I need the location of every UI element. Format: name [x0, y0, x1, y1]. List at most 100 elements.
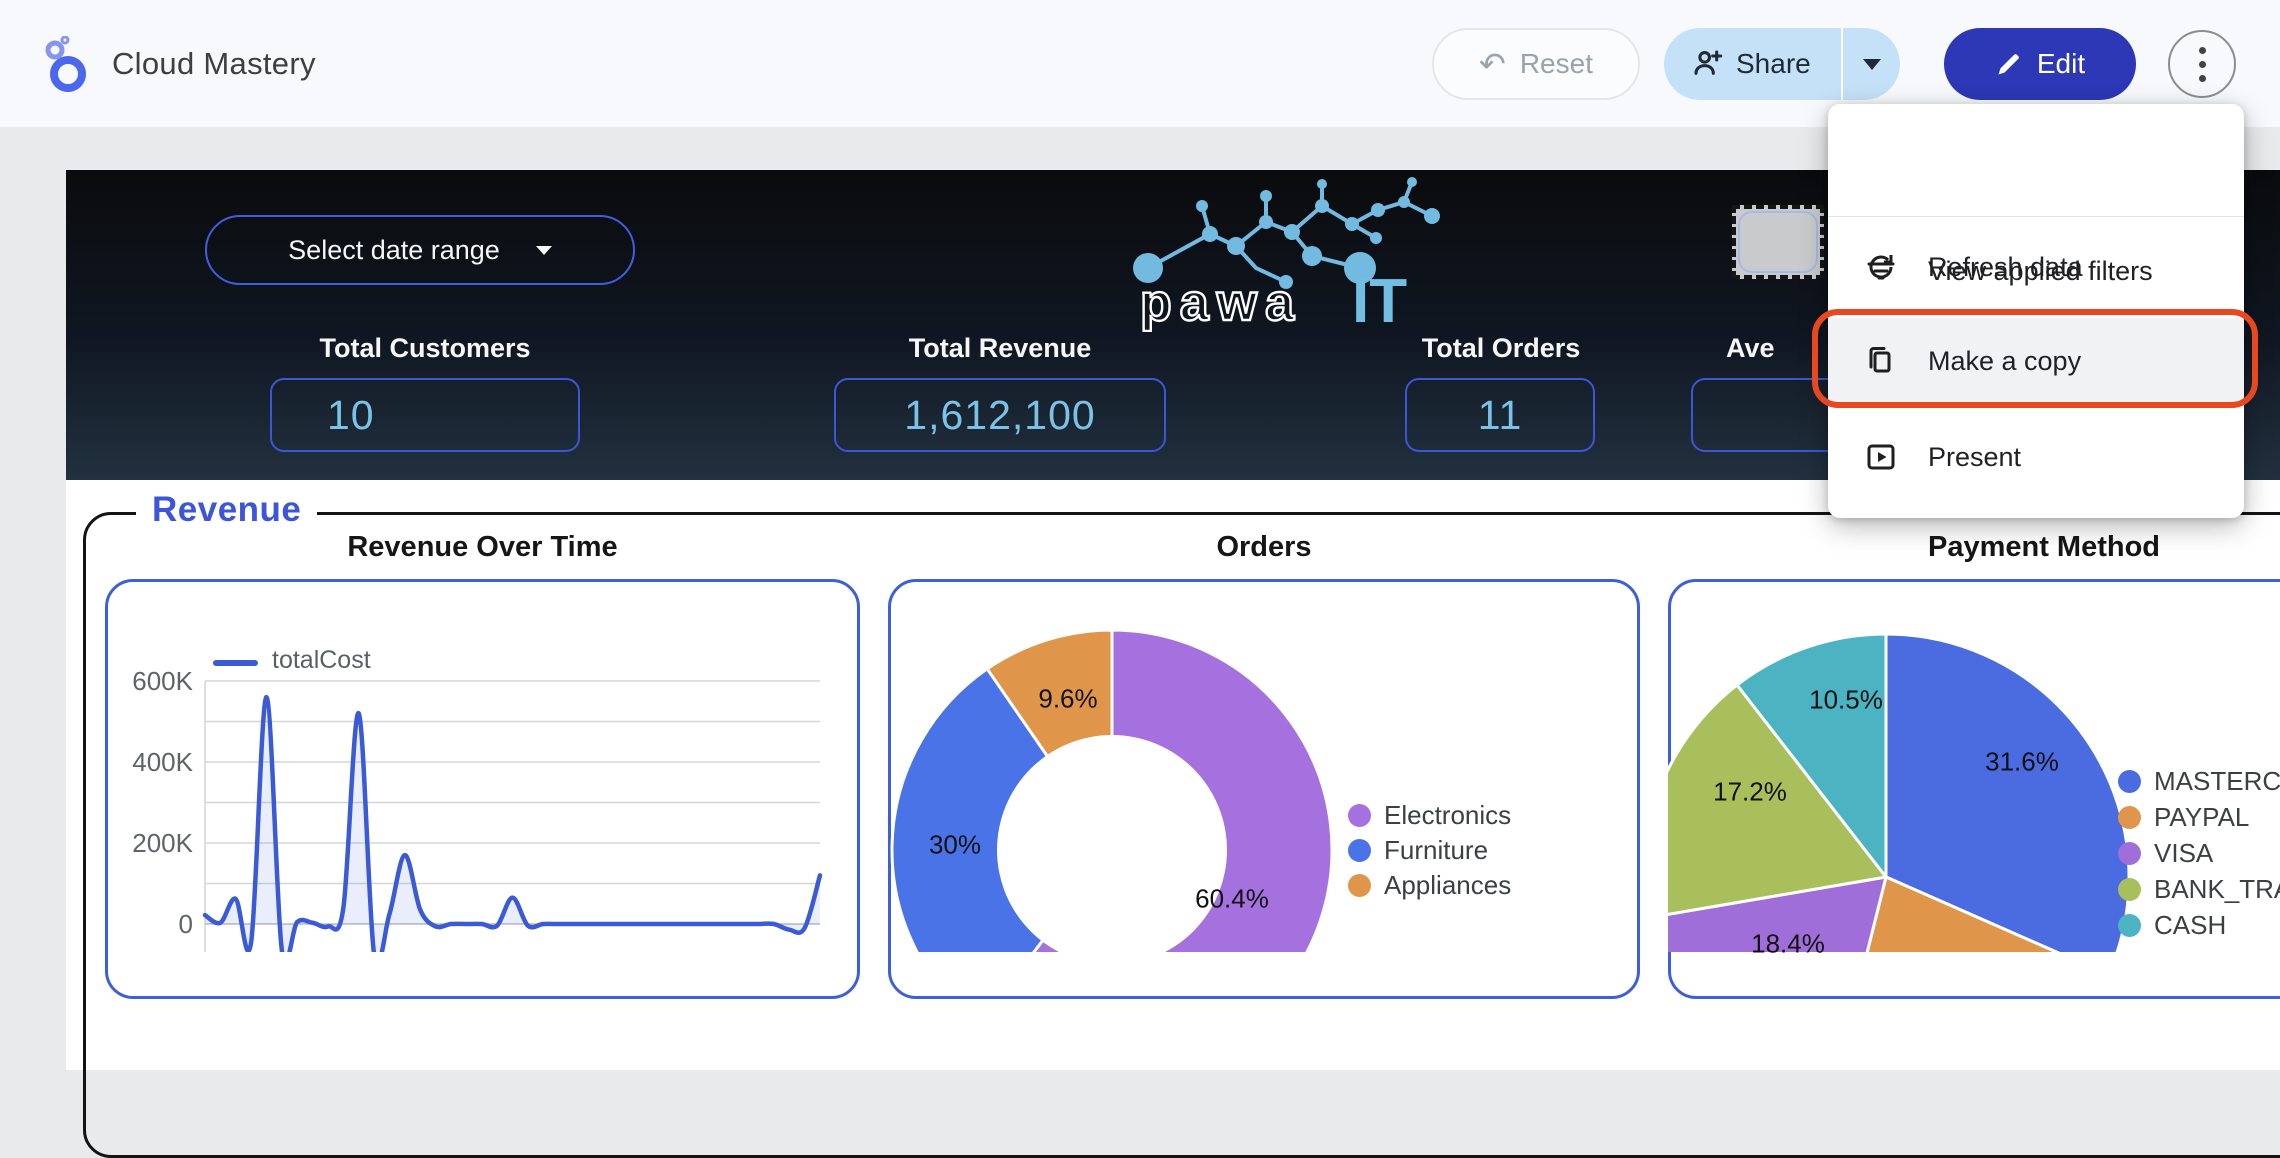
person-add-icon	[1694, 50, 1723, 75]
selected-element-placeholder[interactable]	[1732, 205, 1824, 279]
legend-dot	[2118, 914, 2141, 937]
pie-slice-VISA[interactable]	[1668, 875, 1888, 952]
line-series-totalCost[interactable]	[202, 694, 823, 952]
legend-dot	[2118, 842, 2141, 865]
undo-icon: ↶	[1479, 46, 1506, 82]
legend-item-visa[interactable]: VISA	[2118, 838, 2213, 869]
menu-divider	[1828, 216, 2244, 217]
legend-dot	[2118, 878, 2141, 901]
legend-dot	[2118, 806, 2141, 829]
kpi-label-total-customers: Total Customers	[319, 332, 531, 363]
menu-item-view-applied-filters[interactable]: View applied filters	[1828, 230, 2244, 312]
section-title: Revenue	[136, 490, 318, 530]
date-range-label: Select date range	[288, 234, 500, 265]
share-button[interactable]: Share	[1664, 28, 1841, 100]
more-options-button[interactable]	[2168, 30, 2236, 98]
legend-label: MASTERCARD	[2154, 766, 2280, 796]
chart-title-payment-method: Payment Method	[1927, 530, 2161, 563]
legend-dot	[1348, 839, 1371, 862]
share-menu-button[interactable]	[1843, 28, 1900, 100]
menu-item-label: View applied filters	[1928, 255, 2153, 286]
menu-item-label: Refresh data	[1928, 251, 2083, 282]
line-legend-swatch	[213, 660, 258, 666]
looker-studio-icon	[45, 36, 86, 92]
kpi-box-total-customers: 10	[270, 378, 580, 452]
legend-label: Furniture	[1384, 835, 1489, 865]
legend-dot	[1348, 804, 1371, 827]
kpi-value-total-revenue: 1,612,100	[904, 391, 1096, 438]
kpi-label-total-revenue: Total Revenue	[908, 332, 1092, 363]
slice-percent-label-CASH: 10.5%	[1809, 684, 1883, 715]
pencil-icon	[1998, 54, 2019, 75]
present-icon	[1864, 440, 1898, 474]
edit-button[interactable]: Edit	[1944, 28, 2136, 100]
legend-label: Appliances	[1384, 870, 1512, 900]
reset-label: Reset	[1519, 48, 1593, 79]
menu-item-present[interactable]: Present	[1828, 416, 2244, 498]
slice-percent-label-Appliances: 9.6%	[1038, 683, 1098, 714]
kpi-box-total-revenue: 1,612,100	[834, 378, 1166, 452]
menu-item-refresh-data[interactable]: Refresh data	[1828, 226, 2244, 308]
copy-icon	[1864, 344, 1898, 378]
divider	[1841, 28, 1844, 100]
kpi-label-total-orders: Total Orders	[1421, 332, 1581, 363]
legend-item-electronics[interactable]: Electronics	[1348, 800, 1511, 831]
legend-label: CASH	[2154, 910, 2227, 940]
legend-item-cash[interactable]: CASH	[2118, 910, 2226, 941]
legend-item-paypal[interactable]: PAYPAL	[2118, 802, 2249, 833]
edit-label: Edit	[2036, 48, 2086, 79]
share-label: Share	[1736, 48, 1811, 79]
kpi-box-total-orders: 11	[1405, 378, 1595, 452]
chevron-down-icon	[1862, 58, 1881, 70]
menu-item-make-a-copy[interactable]: Make a copy	[1828, 318, 2244, 404]
slice-percent-label-Electronics: 60.4%	[1195, 883, 1269, 914]
pie-slice-PAYPAL[interactable]	[1827, 875, 2108, 952]
menu-item-label: Make a copy	[1928, 345, 2082, 376]
legend-item-furniture[interactable]: Furniture	[1348, 835, 1488, 866]
menu-item-label: Present	[1928, 441, 2022, 472]
legend-label: Electronics	[1384, 800, 1512, 830]
orders-donut-chart[interactable]	[888, 579, 1640, 952]
kpi-value-total-orders: 11	[1477, 391, 1523, 438]
legend-label: PAYPAL	[2154, 802, 2250, 832]
chart-title-orders: Orders	[1216, 530, 1312, 563]
legend-dot	[2118, 770, 2141, 793]
pawait-logo: pawa IT	[1133, 177, 1440, 332]
dot	[2198, 74, 2206, 82]
y-tick-label: 0	[179, 909, 193, 939]
legend-dot	[1348, 874, 1371, 897]
chart-title-revenue-over-time: Revenue Over Time	[347, 530, 618, 563]
donut-hole	[997, 735, 1227, 952]
pie-slice-CASH[interactable]	[1735, 632, 1888, 879]
legend-item-bank-transfer[interactable]: BANK_TRANSFER	[2118, 874, 2280, 905]
line-chart[interactable]: 0 200K 400K 600K	[105, 579, 860, 952]
brand-suffix: IT	[1352, 267, 1407, 332]
date-range-selector[interactable]: Select date range	[205, 215, 635, 285]
kpi-value-total-customers: 10	[327, 391, 375, 438]
line-area-fill	[205, 697, 820, 952]
kpi-label-average: Ave	[1726, 332, 1775, 363]
y-tick-label: 400K	[132, 747, 193, 777]
legend-item-appliances[interactable]: Appliances	[1348, 870, 1511, 901]
pie-slice-BANK_TRANSFER[interactable]	[1668, 683, 1888, 918]
dot	[2198, 60, 2206, 68]
share-split-button[interactable]: Share	[1664, 28, 1900, 100]
refresh-icon	[1864, 250, 1898, 284]
report-title[interactable]: Cloud Mastery	[112, 45, 316, 81]
payment-method-pie-chart[interactable]	[1668, 579, 2280, 952]
brand-word: pawa	[1140, 274, 1302, 332]
slice-percent-label-VISA: 18.4%	[1751, 928, 1825, 959]
selection-inner-border	[1738, 211, 1818, 273]
reset-button[interactable]: ↶ Reset	[1432, 28, 1640, 100]
more-options-menu: View applied filters Refresh data Make a…	[1828, 104, 2244, 518]
legend-label: BANK_TRANSFER	[2154, 874, 2280, 904]
slice-percent-label-BANK_TRANSFER: 17.2%	[1713, 776, 1787, 807]
y-tick-label: 200K	[132, 828, 193, 858]
molecule-nodes	[1133, 177, 1440, 289]
y-tick-label: 600K	[132, 666, 193, 696]
legend-item-mastercard[interactable]: MASTERCARD	[2118, 766, 2280, 797]
dot	[2198, 46, 2206, 54]
slice-percent-label-MASTERCARD: 31.6%	[1985, 746, 2059, 777]
slice-percent-label-Furniture: 30%	[928, 829, 982, 860]
